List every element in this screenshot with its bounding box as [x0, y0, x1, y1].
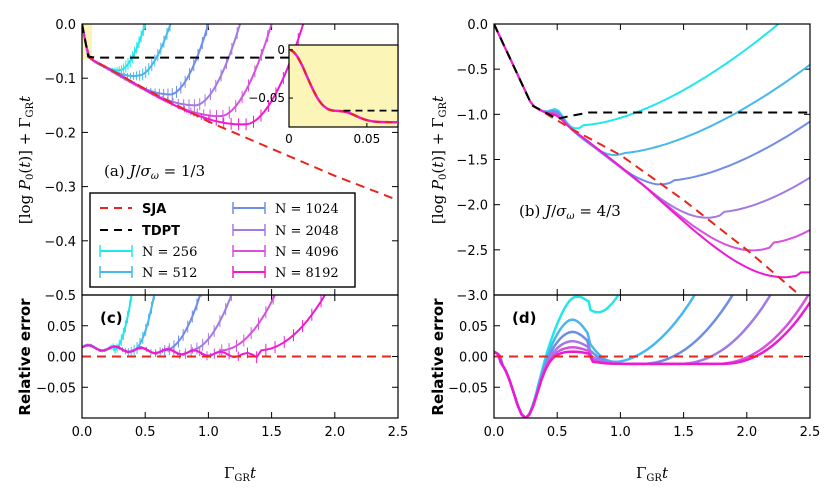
legend-item-n=8192: N = 8192: [232, 266, 339, 281]
y-tick-label-d: 0.05: [459, 320, 488, 335]
legend-item-tdpt: TDPT: [100, 224, 180, 239]
annotation-b: (b) J/σω = 4/3: [519, 202, 621, 222]
legend-label: N = 1024: [275, 202, 339, 217]
x-tick-label-c: 2.0: [324, 425, 345, 440]
series-d-n=4096: [494, 295, 810, 418]
xlabel-c: ΓGRt: [224, 464, 257, 484]
legend-label: N = 8192: [275, 266, 339, 281]
series-line: [494, 24, 810, 186]
series-b-n=1024: [494, 24, 810, 186]
y-tick-label-d: 0.00: [459, 351, 488, 366]
y-tick-label-b: 0.0: [467, 18, 488, 33]
y-tick-label-a: 0.0: [55, 18, 76, 33]
panel-c-frame: [81, 294, 399, 419]
legend-label: TDPT: [142, 224, 180, 239]
panel-d-frame: [493, 294, 811, 419]
x-tick-label-d: 2.5: [800, 425, 821, 440]
panel-a-highlight: [82, 24, 93, 60]
y-tick-label-a: −0.2: [44, 126, 76, 141]
y-tick-label-b: −2.0: [456, 199, 488, 214]
inset-a: [288, 44, 399, 128]
inset-y-tick-label: 0: [277, 43, 285, 57]
legend-item-n=256: N = 256: [99, 245, 197, 260]
inset-y-tick-label: −0.05: [248, 91, 285, 105]
series-line: [494, 301, 810, 418]
series-line: [494, 24, 810, 219]
legend: SJA TDPT N = 256 N = 512 N = 1024 N = 2048 N =…: [89, 192, 356, 288]
x-tick-label-c: 2.5: [388, 425, 409, 440]
annotation-c: (c): [100, 309, 123, 327]
y-tick-label-b: −3.0: [456, 289, 488, 304]
ylabel-d: Relative error: [429, 298, 447, 416]
x-tick-label-d: 0.5: [547, 425, 568, 440]
legend-label: N = 4096: [275, 245, 339, 260]
series-b-tdpt: [494, 24, 810, 120]
panel-b-frame: [493, 23, 811, 296]
ylabel-b: [log P0(t)] + ΓGRt: [429, 95, 449, 224]
y-tick-label-c: 0.05: [47, 320, 76, 335]
y-tick-label-c: 0.00: [47, 351, 76, 366]
legend-item-n=1024: N = 1024: [232, 202, 339, 217]
annotation-a: (a) J/σω = 1/3: [104, 162, 205, 182]
y-tick-label-b: −0.5: [456, 63, 488, 78]
legend-item-n=4096: N = 4096: [232, 245, 339, 260]
inset-x-tick-label: 0.05: [353, 132, 380, 146]
y-tick-label-b: −1.5: [456, 154, 488, 169]
y-tick-label-d: −0.05: [448, 381, 488, 396]
ylabel-a: [log P0(t)] + ΓGRt: [16, 95, 36, 224]
annotation-d: (d): [512, 309, 536, 327]
series-line: [494, 24, 810, 157]
series-b-n=512: [494, 24, 810, 157]
series-d-n=8192: [494, 301, 810, 418]
x-tick-label-d: 2.0: [736, 425, 757, 440]
y-tick-label-a: −0.1: [44, 72, 76, 87]
x-tick-label-d: 0.0: [484, 425, 505, 440]
x-tick-label-d: 1.0: [610, 425, 631, 440]
x-tick-label-c: 0.5: [135, 425, 156, 440]
series-a-tdpt: [82, 24, 398, 59]
legend-label: N = 2048: [275, 224, 339, 239]
x-tick-label-d: 1.5: [673, 425, 694, 440]
x-tick-label-c: 1.5: [261, 425, 282, 440]
y-tick-label-a: −0.3: [44, 181, 76, 196]
series-b-sja: [494, 24, 802, 295]
legend-item-n=2048: N = 2048: [232, 224, 339, 239]
y-tick-label-b: −2.5: [456, 244, 488, 259]
legend-label: N = 512: [142, 266, 197, 281]
legend-frame: [89, 192, 356, 288]
inset-x-tick-label: 0: [285, 132, 293, 146]
x-tick-label-c: 0.0: [72, 425, 93, 440]
legend-label: SJA: [142, 202, 166, 217]
ylabel-c: Relative error: [16, 298, 34, 416]
legend-label: N = 256: [142, 245, 197, 260]
y-tick-label-a: −0.4: [44, 235, 76, 250]
series-b-n=2048: [494, 24, 810, 219]
series-line: [494, 295, 810, 418]
x-tick-label-c: 1.0: [198, 425, 219, 440]
y-tick-label-b: −1.0: [456, 108, 488, 123]
legend-item-n=512: N = 512: [99, 266, 197, 281]
xlabel-d: ΓGRt: [636, 464, 669, 484]
legend-item-sja: SJA: [100, 202, 166, 217]
y-tick-label-a: −0.5: [44, 289, 76, 304]
y-tick-label-c: −0.05: [36, 381, 76, 396]
